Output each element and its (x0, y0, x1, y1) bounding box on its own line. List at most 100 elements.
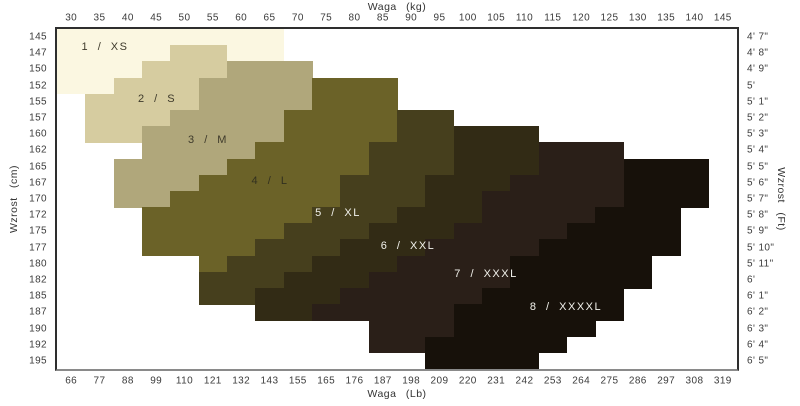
size-region-2 (85, 109, 171, 127)
size-label-8: 8 / XXXXL (529, 301, 603, 313)
tick-label: 5' (747, 80, 756, 92)
size-region-8 (623, 190, 710, 208)
size-region-3 (142, 142, 256, 160)
size-region-7 (368, 320, 455, 338)
tick-label: 4' 9" (747, 63, 769, 75)
tick-label: 5' 2" (747, 112, 769, 124)
tick-label: 85 (376, 12, 389, 24)
tick-label: 80 (348, 12, 361, 24)
size-region-8 (595, 207, 681, 224)
size-region-4 (312, 77, 398, 95)
tick-label: 195 (29, 355, 47, 367)
size-region-6 (397, 207, 483, 224)
size-region-1 (57, 77, 115, 95)
size-region-4 (142, 223, 285, 240)
size-region-8 (482, 288, 625, 305)
size-region-6 (312, 255, 398, 273)
tick-label: 6' 4" (747, 339, 769, 351)
size-region-3 (142, 126, 285, 143)
tick-label: 172 (29, 209, 47, 221)
tick-label: 155 (29, 96, 47, 108)
tick-label: 6' 3" (747, 323, 769, 335)
tick-label: 40 (121, 12, 134, 24)
tick-label: 5' 9" (747, 225, 769, 237)
tick-label: 5' 3" (747, 128, 769, 140)
size-region-2 (113, 77, 200, 95)
size-region-1 (57, 45, 171, 62)
size-region-3 (198, 77, 313, 95)
tick-label: 121 (203, 375, 222, 387)
size-region-8 (425, 336, 568, 354)
size-region-4 (312, 93, 398, 111)
size-region-1 (57, 29, 285, 46)
size-region-7 (368, 271, 511, 289)
size-region-7 (482, 207, 596, 224)
size-region-8 (567, 223, 681, 240)
size-region-4 (198, 174, 341, 192)
tick-label: 5' 8" (747, 209, 769, 221)
size-region-1 (57, 61, 143, 79)
tick-label: 308 (685, 375, 704, 387)
size-region-6 (255, 304, 313, 321)
tick-label: 5' 4" (747, 144, 769, 156)
tick-label: 6' 2" (747, 306, 769, 318)
size-region-5 (397, 109, 455, 127)
right-axis-ticks: 4' 7" 4' 8" 4' 9" 5' 5' 1" 5' 2" 5' 3" 5' 4" 5' … (741, 29, 793, 369)
size-region-8 (510, 271, 653, 289)
size-region-7 (340, 288, 483, 305)
tick-label: 160 (29, 128, 47, 140)
tick-label: 185 (29, 290, 47, 302)
size-region-6 (453, 126, 540, 143)
size-region-8 (453, 320, 596, 338)
tick-label: 132 (232, 375, 251, 387)
top-axis-title-waga-kg: Waga (kg) (367, 1, 427, 13)
size-region-6 (425, 174, 511, 192)
size-label-2: 2 / S (137, 93, 177, 105)
tick-label: 110 (515, 12, 534, 24)
size-label-7: 7 / XXXL (454, 268, 518, 280)
tick-label: 55 (206, 12, 219, 24)
size-region-8 (623, 174, 710, 192)
tick-label: 95 (433, 12, 446, 24)
tick-label: 209 (430, 375, 449, 387)
size-region-4 (170, 190, 341, 208)
size-region-5 (255, 239, 341, 257)
tick-label: 165 (317, 375, 336, 387)
size-region-8 (425, 352, 540, 370)
size-region-4 (142, 239, 256, 257)
tick-label: 167 (29, 177, 47, 189)
tick-label: 176 (345, 375, 364, 387)
tick-label: 162 (29, 144, 47, 156)
tick-label: 5' 6" (747, 177, 769, 189)
size-region-5 (397, 126, 455, 143)
size-region-2 (85, 126, 143, 143)
tick-label: 70 (291, 12, 304, 24)
size-region-7 (312, 304, 455, 321)
tick-label: 45 (150, 12, 163, 24)
tick-label: 100 (458, 12, 477, 24)
size-region-4 (227, 158, 370, 176)
tick-label: 198 (402, 375, 421, 387)
tick-label: 231 (487, 375, 506, 387)
size-region-2 (170, 45, 228, 62)
plot-area: 1 / XS 2 / S 3 / M 4 / L 5 / XL 6 / XXL 7 / XX… (55, 27, 739, 371)
tick-label: 143 (260, 375, 279, 387)
right-axis-title-wzrost-ft: Wzrost (Ft) (775, 167, 787, 231)
size-region-6 (425, 190, 483, 208)
size-region-4 (283, 126, 398, 143)
size-region-3 (227, 61, 313, 79)
size-region-5 (368, 158, 455, 176)
size-region-4 (255, 142, 370, 160)
size-label-6: 6 / XXL (380, 240, 436, 252)
size-region-7 (510, 174, 625, 192)
size-region-5 (340, 174, 426, 192)
tick-label: 253 (543, 375, 562, 387)
tick-label: 5' 1" (747, 96, 769, 108)
tick-label: 5' 7" (747, 193, 769, 205)
size-region-2 (85, 93, 200, 111)
tick-label: 99 (150, 375, 163, 387)
tick-label: 90 (405, 12, 418, 24)
size-region-8 (538, 239, 681, 257)
size-region-8 (623, 158, 710, 176)
